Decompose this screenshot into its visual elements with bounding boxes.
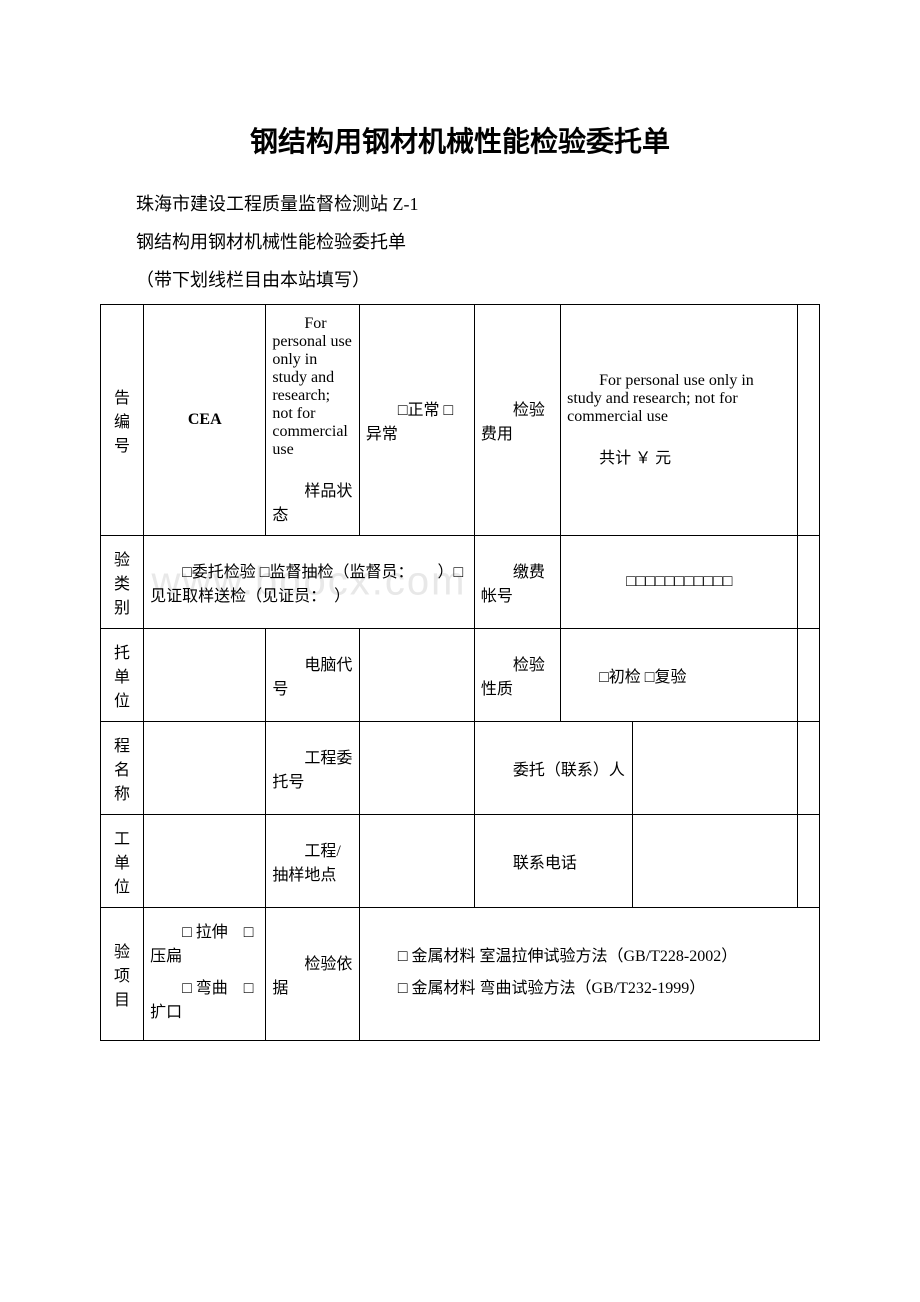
- test-items-line2: □ 弯曲 □扩口: [150, 974, 259, 1022]
- normal-abnormal-cell: □正常 □异常: [359, 305, 474, 536]
- sample-state-label: 样品状态: [272, 477, 352, 525]
- phone-label-cell: 联系电话: [474, 815, 632, 908]
- report-no-label: 告编号: [101, 305, 144, 536]
- table-row: 告编号 CEA For personal use only in study a…: [101, 305, 820, 536]
- table-row: 托单位 电脑代号 检验性质 □初检 □复验: [101, 629, 820, 722]
- test-basis-label-cell: 检验依据: [266, 908, 359, 1041]
- phone-value: [633, 815, 798, 908]
- table-row: 工单位 工程/抽样地点 联系电话: [101, 815, 820, 908]
- stub-cell: [798, 629, 820, 722]
- computer-code-label-cell: 电脑代号: [266, 629, 359, 722]
- test-nature-label-cell: 检验性质: [474, 629, 560, 722]
- test-type-options-cell: www.bdocx.com □委托检验 □监督抽检（监督员： ）□见证取样送检（…: [144, 536, 475, 629]
- table-row: 验项目 □ 拉伸 □压扁 □ 弯曲 □扩口 检验依据 □ 金属材料 室温拉伸试验…: [101, 908, 820, 1041]
- normal-abnormal-options: □正常 □异常: [366, 396, 468, 444]
- account-label: 缴费帐号: [481, 558, 554, 606]
- stub-cell: [798, 815, 820, 908]
- table-row: 程名称 工程委托号 委托（联系）人: [101, 722, 820, 815]
- test-nature-options-cell: □初检 □复验: [561, 629, 798, 722]
- test-basis-label: 检验依据: [272, 950, 352, 998]
- test-items-line1: □ 拉伸 □压扁: [150, 918, 259, 966]
- test-basis-line2: □ 金属材料 弯曲试验方法（GB/T232-1999）: [366, 974, 813, 998]
- account-boxes-cell: □□□□□□□□□□□: [561, 536, 798, 629]
- fee-label: 检验费用: [481, 396, 554, 444]
- test-basis-line1: □ 金属材料 室温拉伸试验方法（GB/T228-2002）: [366, 942, 813, 966]
- construction-unit-value: [144, 815, 266, 908]
- site-label: 工程/抽样地点: [272, 837, 352, 885]
- contact-person-label: 委托（联系）人: [481, 756, 626, 780]
- project-entrust-no-label-cell: 工程委托号: [266, 722, 359, 815]
- note-line: （带下划线栏目由本站填写）: [100, 266, 820, 292]
- site-label-cell: 工程/抽样地点: [266, 815, 359, 908]
- test-items-label: 验项目: [101, 908, 144, 1041]
- account-boxes: □□□□□□□□□□□: [626, 573, 732, 590]
- table-row: 验类别 www.bdocx.com □委托检验 □监督抽检（监督员： ）□见证取…: [101, 536, 820, 629]
- personal-use-text-2: For personal use only in study and resea…: [567, 372, 791, 426]
- sample-state-cell: For personal use only in study and resea…: [266, 305, 359, 536]
- page-title: 钢结构用钢材机械性能检验委托单: [100, 120, 820, 160]
- project-entrust-no-label: 工程委托号: [272, 744, 352, 792]
- fee-value-cell: For personal use only in study and resea…: [561, 305, 798, 536]
- stub-cell: [798, 722, 820, 815]
- project-name-label: 程名称: [101, 722, 144, 815]
- stub-cell: [798, 305, 820, 536]
- test-type-label: 验类别: [101, 536, 144, 629]
- site-value: [359, 815, 474, 908]
- construction-unit-label: 工单位: [101, 815, 144, 908]
- test-nature-label: 检验性质: [481, 651, 554, 699]
- test-items-cell: □ 拉伸 □压扁 □ 弯曲 □扩口: [144, 908, 266, 1041]
- contact-person-label-cell: 委托（联系）人: [474, 722, 632, 815]
- project-entrust-no-value: [359, 722, 474, 815]
- entrust-unit-value: [144, 629, 266, 722]
- test-nature-options: □初检 □复验: [567, 663, 791, 687]
- test-basis-content-cell: □ 金属材料 室温拉伸试验方法（GB/T228-2002） □ 金属材料 弯曲试…: [359, 908, 819, 1041]
- contact-person-value: [633, 722, 798, 815]
- test-type-options: □委托检验 □监督抽检（监督员： ）□见证取样送检（见证员： ）: [150, 558, 468, 606]
- total-amount: 共计 ￥ 元: [567, 444, 791, 468]
- org-line: 珠海市建设工程质量监督检测站 Z-1: [100, 190, 820, 216]
- personal-use-text-1: For personal use only in study and resea…: [272, 315, 352, 459]
- form-table: 告编号 CEA For personal use only in study a…: [100, 304, 820, 1041]
- fee-label-cell: 检验费用: [474, 305, 560, 536]
- project-name-value: [144, 722, 266, 815]
- stub-cell: [798, 536, 820, 629]
- form-name-line: 钢结构用钢材机械性能检验委托单: [100, 228, 820, 254]
- cea-cell: CEA: [144, 305, 266, 536]
- phone-label: 联系电话: [481, 849, 626, 873]
- account-label-cell: 缴费帐号: [474, 536, 560, 629]
- computer-code-label: 电脑代号: [272, 651, 352, 699]
- entrust-unit-label: 托单位: [101, 629, 144, 722]
- computer-code-value: [359, 629, 474, 722]
